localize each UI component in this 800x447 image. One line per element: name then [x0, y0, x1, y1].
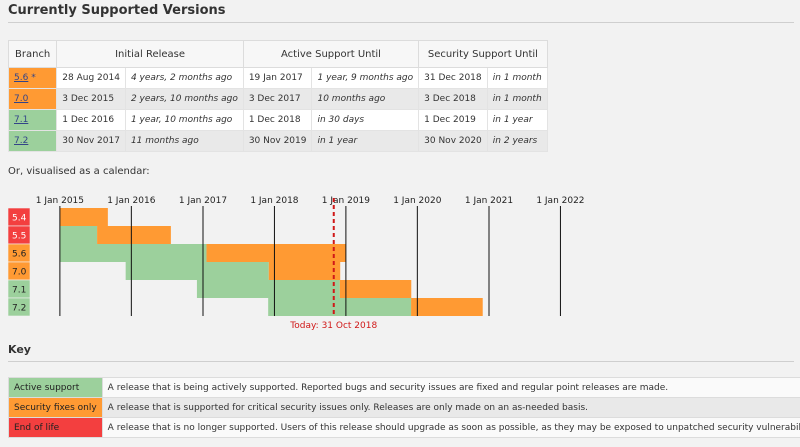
versions-table: Branch Initial Release Active Support Un…	[7, 40, 548, 152]
row-label-5.4: 5.4	[12, 214, 27, 224]
initial-rel-cell: 4 years, 2 months ago	[124, 67, 244, 89]
bar-security-5.6	[206, 244, 346, 262]
today-label: Today: 31 Oct 2018	[289, 321, 377, 331]
key-row: End of life A release that is no longer s…	[8, 417, 800, 438]
security-date-cell: 31 Dec 2018	[418, 67, 488, 89]
versions-table-body: 5.6 * 28 Aug 2014 4 years, 2 months ago 19 …	[7, 67, 548, 152]
year-label-2019: 1 Jan 2019	[322, 196, 370, 206]
active-date-cell: 30 Nov 2019	[242, 130, 313, 152]
key-description: A release that is no longer supported. U…	[101, 417, 800, 438]
active-rel-cell: in 30 days	[311, 109, 420, 131]
bar-security-7.1	[339, 280, 412, 298]
calendar-caption: Or, visualised as a calendar:	[8, 166, 150, 177]
page-title: Currently Supported Versions	[8, 3, 226, 18]
security-date-cell: 30 Nov 2020	[418, 130, 488, 152]
year-label-2016: 1 Jan 2016	[107, 196, 155, 206]
year-label-2020: 1 Jan 2020	[393, 196, 441, 206]
bar-security-7.0	[268, 262, 341, 280]
table-header-row: Branch Initial Release Active Support Un…	[7, 40, 548, 68]
bar-active-5.6	[59, 244, 207, 262]
key-title: Key	[8, 343, 31, 356]
key-row: Active support A release that is being ac…	[8, 377, 800, 398]
key-row: Security fixes only A release that is sup…	[8, 397, 800, 418]
initial-date-cell: 1 Dec 2016	[56, 109, 126, 131]
row-label-5.5: 5.5	[12, 232, 26, 242]
version-row: 5.6 * 28 Aug 2014 4 years, 2 months ago 19 …	[7, 67, 548, 89]
bar-active-7.0	[125, 262, 269, 280]
active-rel-cell: in 1 year	[311, 130, 420, 152]
row-label-box-7.2	[7, 297, 31, 317]
title-divider	[8, 22, 794, 23]
bar-security-7.2	[411, 298, 483, 316]
security-date-cell: 1 Dec 2019	[418, 109, 488, 131]
bar-active-7.2	[268, 298, 412, 316]
key-divider	[8, 361, 794, 362]
active-date-cell: 1 Dec 2018	[242, 109, 313, 131]
calendar-today-marker: Today: 31 Oct 2018	[289, 198, 377, 331]
security-rel-cell: in 2 years	[486, 130, 548, 152]
version-row: 7.0 3 Dec 2015 2 years, 10 months ago 3 Dec…	[7, 88, 548, 110]
bar-security-5.4	[59, 208, 108, 226]
year-label-2017: 1 Jan 2017	[179, 196, 227, 206]
key-table-body: Active support A release that is being ac…	[8, 377, 800, 438]
branch-cell: 5.6 *	[7, 67, 58, 89]
support-calendar: 5.45.55.67.07.17.2 1 Jan 2015 1 Jan 2016 1…	[7, 196, 585, 331]
header-active-support: Active Support Until	[242, 40, 420, 68]
key-swatch-active: Active support	[8, 377, 103, 398]
security-rel-cell: in 1 year	[486, 109, 548, 131]
version-row: 7.2 30 Nov 2017 11 months ago 30 Nov 2019 in…	[7, 130, 548, 152]
security-date-cell: 3 Dec 2018	[418, 88, 488, 110]
initial-rel-cell: 2 years, 10 months ago	[124, 88, 244, 110]
key-swatch-security: Security fixes only	[8, 397, 103, 418]
calendar-row-labels: 5.4 5.5 5.6 7.0 7.1 7.2	[7, 207, 31, 317]
initial-rel-cell: 11 months ago	[124, 130, 244, 152]
bar-active-7.1	[196, 280, 340, 298]
row-label-5.6: 5.6	[12, 250, 27, 260]
bar-active-5.5	[59, 226, 98, 244]
row-label-7.1: 7.1	[12, 286, 26, 296]
branch-footnote-marker: *	[31, 73, 36, 83]
security-rel-cell: in 1 month	[486, 88, 548, 110]
year-label-2022: 1 Jan 2022	[536, 196, 584, 206]
active-rel-cell: 1 year, 9 months ago	[311, 67, 420, 89]
initial-rel-cell: 1 year, 10 months ago	[124, 109, 244, 131]
key-description: A release that is supported for critical…	[101, 397, 800, 418]
key-swatch-eol: End of life	[8, 417, 103, 438]
header-branch: Branch	[7, 40, 58, 68]
key-description: A release that is being actively support…	[101, 377, 800, 398]
year-label-2021: 1 Jan 2021	[465, 196, 513, 206]
row-label-7.2: 7.2	[12, 304, 26, 314]
row-label-7.0: 7.0	[12, 268, 27, 278]
active-rel-cell: 10 months ago	[311, 88, 420, 110]
active-date-cell: 19 Jan 2017	[242, 67, 313, 89]
branch-link[interactable]: 5.6	[14, 73, 29, 83]
header-security-support: Security Support Until	[418, 40, 548, 68]
calendar-bars	[59, 208, 483, 316]
initial-date-cell: 28 Aug 2014	[56, 67, 126, 89]
branch-cell: 7.2	[7, 130, 58, 152]
security-rel-cell: in 1 month	[486, 67, 548, 89]
branch-cell: 7.1	[7, 109, 58, 131]
initial-date-cell: 3 Dec 2015	[56, 88, 126, 110]
branch-link[interactable]: 7.2	[14, 136, 29, 146]
year-label-2018: 1 Jan 2018	[250, 196, 298, 206]
version-row: 7.1 1 Dec 2016 1 year, 10 months ago 1 Dec …	[7, 109, 548, 131]
initial-date-cell: 30 Nov 2017	[56, 130, 126, 152]
branch-link[interactable]: 7.1	[14, 115, 29, 125]
active-date-cell: 3 Dec 2017	[242, 88, 313, 110]
key-table: Active support A release that is being ac…	[8, 377, 800, 438]
year-label-2015: 1 Jan 2015	[36, 196, 84, 206]
branch-cell: 7.0	[7, 88, 58, 110]
calendar-year-lines: 1 Jan 2015 1 Jan 2016 1 Jan 2017 1 Jan 2018…	[36, 196, 585, 316]
branch-link[interactable]: 7.0	[14, 94, 29, 104]
bar-security-5.5	[97, 226, 171, 244]
header-initial-release: Initial Release	[56, 40, 244, 68]
